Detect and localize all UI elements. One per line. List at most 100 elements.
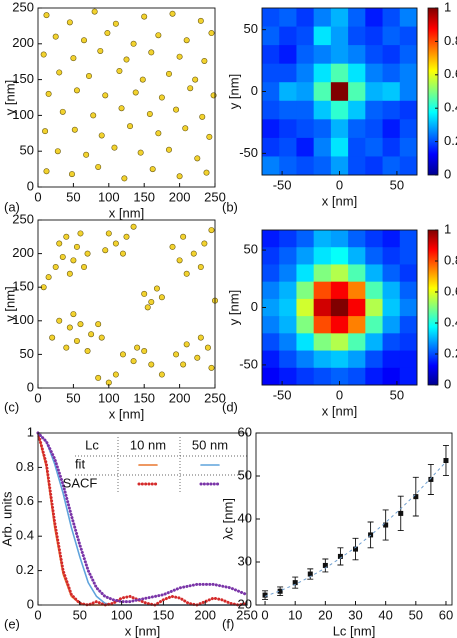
heat-cell bbox=[382, 333, 401, 351]
x-tick-label: 100 bbox=[98, 189, 120, 204]
heat-cell bbox=[330, 367, 349, 386]
heat-cell bbox=[313, 230, 332, 248]
heat-cell bbox=[330, 333, 349, 351]
heat-cell bbox=[348, 350, 366, 369]
heat-cell bbox=[399, 26, 418, 46]
particle bbox=[206, 133, 213, 140]
heat-cell bbox=[365, 119, 383, 139]
heat-cell bbox=[279, 350, 297, 369]
heat-cell bbox=[296, 264, 315, 283]
heat-cell bbox=[399, 137, 418, 157]
particle bbox=[45, 90, 52, 97]
heat-cell bbox=[262, 230, 280, 248]
heat-cell bbox=[296, 137, 315, 157]
heat-cell bbox=[330, 350, 349, 369]
heat-cell bbox=[348, 8, 366, 27]
particle bbox=[81, 37, 88, 44]
particle bbox=[169, 10, 176, 17]
particle bbox=[146, 110, 153, 117]
particle bbox=[98, 132, 105, 139]
fit-line bbox=[264, 461, 447, 597]
x-tick-label: 0 bbox=[34, 390, 41, 405]
heat-cell bbox=[330, 63, 349, 83]
colorbar-tick-label: 0.2 bbox=[444, 133, 457, 148]
y-tick-label: 50 bbox=[244, 21, 258, 36]
particle bbox=[102, 247, 109, 254]
heat-cell bbox=[262, 367, 280, 386]
x-tick-label: 100 bbox=[98, 390, 120, 405]
heat-cell bbox=[262, 316, 280, 334]
heat-cell bbox=[279, 230, 297, 248]
curve bbox=[36, 431, 249, 607]
colorbar-tick-label: 0 bbox=[444, 166, 451, 181]
particle bbox=[176, 53, 183, 60]
heat-cell bbox=[313, 316, 332, 334]
y-tick-label: 0 bbox=[27, 596, 34, 611]
particle bbox=[70, 257, 77, 264]
heat-cell bbox=[279, 156, 297, 176]
particle bbox=[104, 30, 111, 37]
heat-cell bbox=[382, 119, 401, 139]
heat-cell bbox=[330, 281, 349, 300]
axes-frame bbox=[37, 432, 248, 606]
panel-label: (e) bbox=[4, 616, 20, 631]
heat-cell bbox=[296, 350, 315, 369]
heat-cell bbox=[330, 26, 349, 46]
particle bbox=[83, 151, 90, 158]
particle bbox=[116, 68, 123, 75]
heat-cell bbox=[313, 137, 332, 157]
heat-cell bbox=[399, 82, 418, 102]
heat-cell bbox=[279, 119, 297, 139]
particle bbox=[155, 130, 162, 137]
heat-cell bbox=[399, 367, 418, 386]
heat-cell bbox=[330, 264, 349, 283]
heat-cell bbox=[382, 298, 401, 317]
particle bbox=[84, 250, 91, 257]
particle bbox=[85, 73, 92, 80]
particle bbox=[91, 8, 98, 15]
particle bbox=[119, 250, 126, 257]
point bbox=[307, 571, 313, 577]
heat-cell bbox=[365, 82, 383, 102]
heat-cell bbox=[382, 350, 401, 369]
particle bbox=[153, 285, 160, 292]
particle bbox=[56, 69, 63, 76]
y-tick-label: 0.6 bbox=[16, 493, 34, 508]
particle bbox=[81, 264, 88, 271]
heat-cell bbox=[348, 316, 366, 334]
heat-cell bbox=[262, 281, 280, 300]
x-tick-label: 50 bbox=[390, 387, 404, 402]
heat-cell bbox=[399, 247, 418, 265]
heat-cell bbox=[399, 281, 418, 300]
x-tick-label: 50 bbox=[73, 607, 87, 622]
particle bbox=[77, 321, 84, 328]
particle bbox=[158, 294, 165, 301]
heat-cell bbox=[330, 8, 349, 27]
x-tick-label: 250 bbox=[236, 607, 258, 622]
heat-cell bbox=[399, 119, 418, 139]
colorbar-tick-label: 0.8 bbox=[444, 252, 457, 267]
heat-cell bbox=[382, 137, 401, 157]
y-tick-label: 100 bbox=[12, 107, 34, 122]
colorbar-tick-label: 0.2 bbox=[444, 345, 457, 360]
heat-cell bbox=[262, 100, 280, 120]
particle bbox=[210, 92, 217, 99]
particle bbox=[102, 92, 109, 99]
x-tick-label: 50 bbox=[390, 177, 404, 192]
heat-cell bbox=[348, 119, 366, 139]
x-tick-label: 50 bbox=[66, 189, 80, 204]
particle bbox=[52, 264, 59, 271]
x-tick-label: 60 bbox=[439, 607, 453, 622]
colorbar-tick-label: 1 bbox=[444, 221, 451, 236]
particle bbox=[88, 331, 95, 338]
particle bbox=[59, 108, 66, 115]
heat-cell bbox=[348, 156, 366, 176]
y-tick-label: 200 bbox=[12, 35, 34, 50]
point bbox=[428, 476, 434, 482]
y-tick-label: 250 bbox=[12, 211, 34, 226]
x-tick-label: 50 bbox=[66, 390, 80, 405]
particle bbox=[148, 298, 155, 305]
particle bbox=[194, 155, 201, 162]
heat-cell bbox=[279, 367, 297, 386]
particle bbox=[52, 33, 59, 40]
